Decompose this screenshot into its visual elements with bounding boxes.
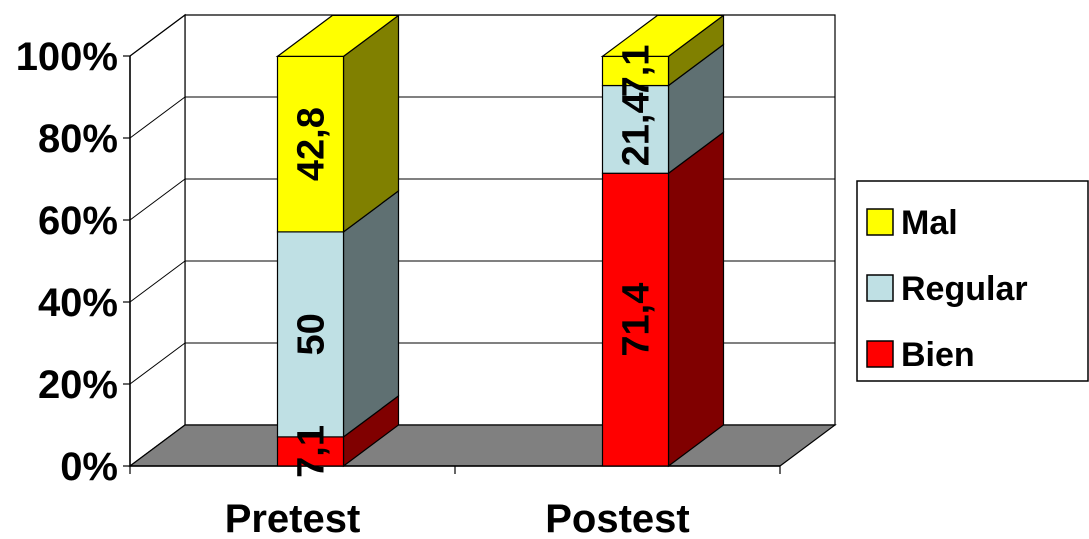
bar-front-face: [276, 55, 345, 233]
gridline-side: [129, 260, 186, 303]
legend-swatch-regular: [866, 274, 894, 302]
legend-label-mal: Mal: [901, 204, 958, 242]
y-tick-label: 40%: [38, 281, 118, 325]
chart-walls: [129, 13, 836, 468]
legend-box: [856, 180, 1089, 382]
floor-plane: [128, 424, 837, 467]
legend-label-regular: Regular: [901, 270, 1028, 308]
gridline-side: [129, 342, 186, 385]
legend-swatch-mal: [866, 208, 894, 236]
legend-swatch-bien: [866, 340, 894, 368]
data-label-postest-regular: 21,4: [616, 92, 658, 166]
bar-side-face: [342, 189, 400, 439]
data-label-postest-bien: 71,4: [616, 283, 658, 357]
bar-postest-mal: [600, 14, 726, 87]
bar-top-face: [600, 14, 726, 58]
bars: [275, 14, 726, 468]
bar-pretest-mal: [275, 14, 401, 234]
bar-postest-regular: [601, 43, 725, 175]
bar-front-face: [601, 172, 670, 467]
y-tick-label: 80%: [38, 117, 118, 161]
gridline-side: [129, 178, 186, 221]
data-label-pretest-regular: 50: [291, 313, 333, 355]
bar-postest-bien: [601, 131, 725, 468]
legend: Mal Regular Bien: [856, 180, 1089, 382]
data-label-postest-mal: 7,1: [616, 45, 658, 98]
bar-pretest-bien: [276, 394, 400, 468]
side-wall: [129, 13, 186, 468]
bar-front-face: [276, 436, 345, 467]
axes: [123, 55, 781, 474]
gridline-side: [129, 14, 186, 57]
bar-top-face: [275, 14, 401, 58]
bar-front-face: [601, 84, 670, 174]
y-tick-label: 0%: [60, 445, 118, 489]
bar-side-face: [667, 131, 725, 468]
legend-label-bien: Bien: [901, 336, 975, 374]
x-category-pretest: Pretest: [225, 497, 361, 539]
chart-floor: [128, 424, 837, 467]
data-label-pretest-bien: 7,1: [291, 425, 333, 478]
y-tick-label: 60%: [38, 199, 118, 243]
y-tick-label: 100%: [16, 35, 118, 79]
gridline-side: [129, 96, 186, 139]
data-label-pretest-mal: 42,8: [291, 107, 333, 181]
bar-front-face: [601, 55, 670, 87]
x-category-postest: Postest: [545, 497, 690, 539]
bar-front-face: [276, 231, 345, 438]
x-category-labels: Pretest Postest: [225, 497, 690, 539]
y-tick-label: 20%: [38, 363, 118, 407]
bar-pretest-regular: [276, 189, 400, 439]
y-tick-labels: 0% 20% 40% 60% 80% 100%: [16, 35, 118, 489]
